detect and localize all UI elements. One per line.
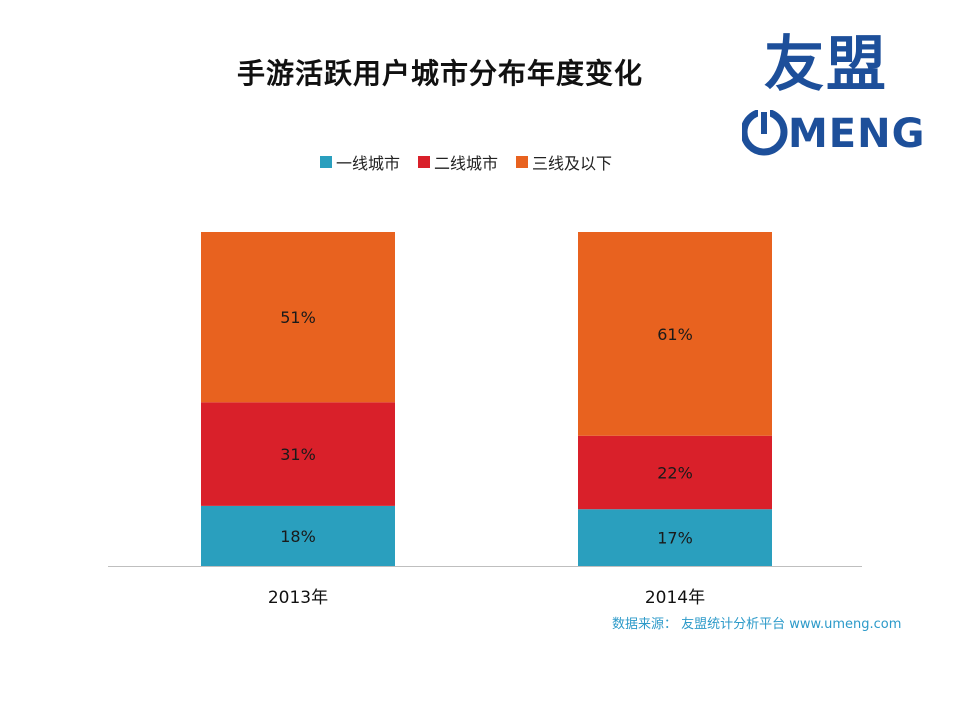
logo-u-icon [740, 108, 788, 156]
logo-en: MENG [740, 108, 926, 160]
bar-segment-2013年-1 [201, 402, 395, 506]
legend-swatch-tier1 [320, 156, 332, 168]
data-label-2014年-1: 22% [657, 463, 693, 482]
bar-segment-2013年-2 [201, 232, 395, 403]
x-tick-label-1: 2014年 [645, 588, 705, 608]
chart-title: 手游活跃用户城市分布年度变化 [236, 57, 643, 90]
x-tick-label-0: 2013年 [268, 588, 328, 608]
data-source-note: 数据来源： 友盟统计分析平台 www.umeng.com [612, 617, 902, 632]
legend-label-tier3: 三线及以下 [532, 154, 613, 173]
data-label-2014年-2: 61% [657, 325, 693, 344]
data-label-2013年-1: 31% [280, 445, 316, 464]
logo-cn-text: 友盟 [764, 30, 888, 100]
bar-segment-2014年-1 [578, 435, 772, 510]
data-label-2014年-0: 17% [657, 529, 693, 548]
data-label-2013年-0: 18% [280, 527, 316, 546]
bar-segment-2014年-0 [578, 509, 772, 566]
legend-item-tier3: 三线及以下 [516, 150, 612, 174]
bar-segment-2014年-2 [578, 232, 772, 436]
bar-segment-2013年-0 [201, 505, 395, 566]
legend-swatch-tier3 [516, 156, 529, 168]
legend-item-tier2: 二线城市 [418, 150, 498, 174]
legend-label-tier1: 一线城市 [336, 154, 401, 173]
legend-swatch-tier2 [418, 156, 431, 168]
legend-label-tier2: 二线城市 [434, 154, 499, 173]
data-label-2013年-2: 51% [280, 308, 316, 327]
legend-item-tier1: 一线城市 [320, 150, 400, 174]
logo-en-text: MENG [788, 111, 926, 157]
chart-legend: 一线城市 二线城市 三线及以下 [320, 150, 612, 174]
umeng-logo: 友盟 MENG [740, 30, 926, 160]
